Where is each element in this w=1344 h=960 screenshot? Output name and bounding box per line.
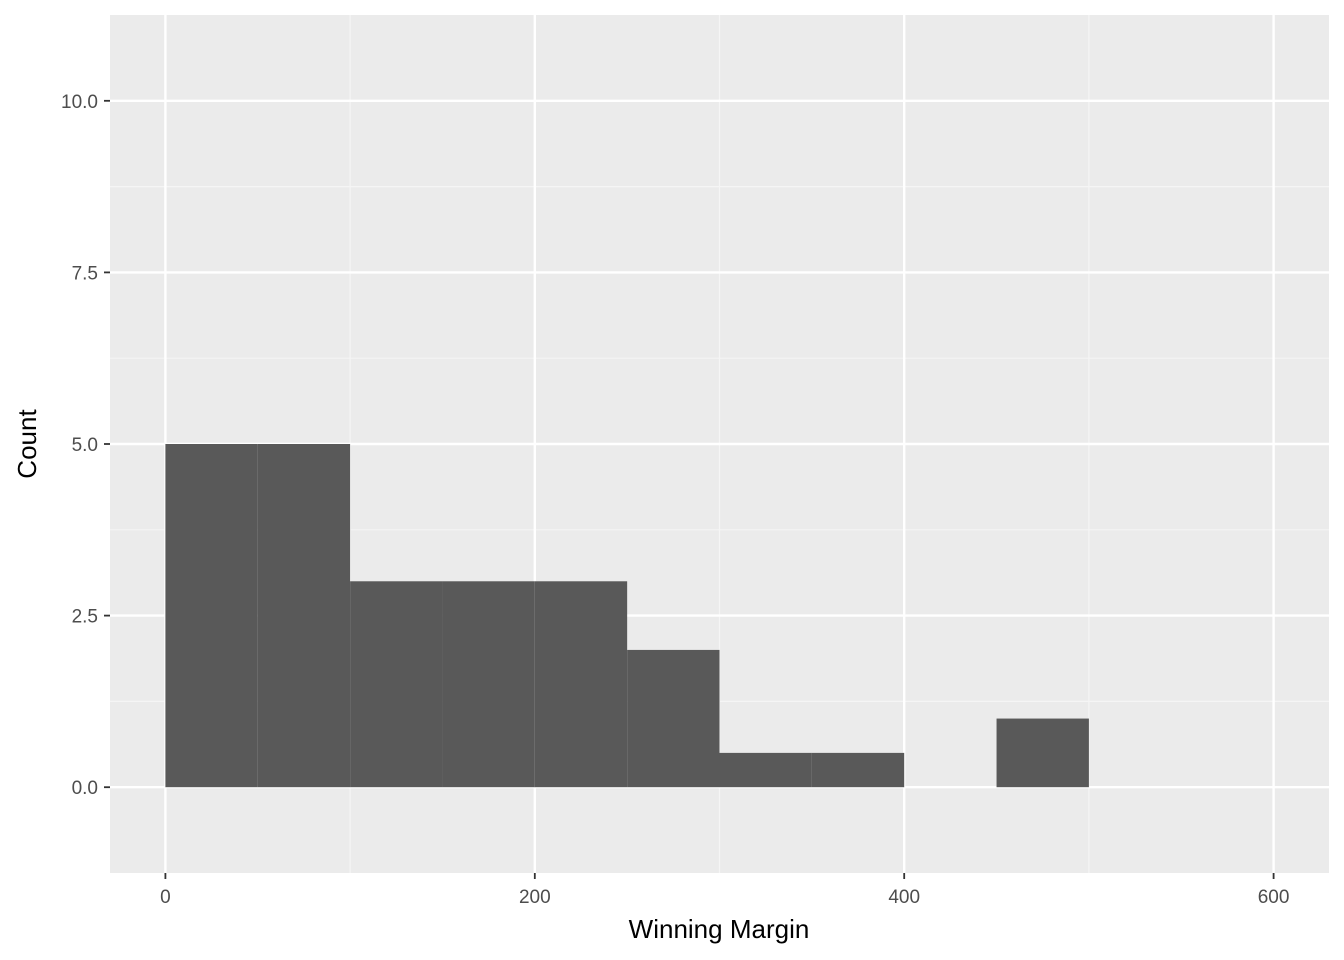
histogram-bar xyxy=(257,444,351,788)
x-tick-label: 600 xyxy=(1258,887,1290,908)
axis-ticks xyxy=(104,99,1275,879)
x-tick-label: 0 xyxy=(160,887,171,908)
histogram-bar xyxy=(442,581,535,788)
x-axis-tick-labels: 0 200 400 600 xyxy=(160,887,1289,908)
histogram-bars xyxy=(165,444,1089,788)
histogram-bar xyxy=(811,752,905,788)
histogram-bar xyxy=(627,649,720,788)
y-axis-tick-labels: 0.0 2.5 5.0 7.5 10.0 xyxy=(61,92,98,799)
x-axis-title: Winning Margin xyxy=(629,914,810,944)
y-axis-title: Count xyxy=(12,409,42,479)
x-tick-label: 400 xyxy=(888,887,920,908)
major-gridlines xyxy=(110,15,1329,873)
y-tick-label: 5.0 xyxy=(72,435,98,456)
histogram-bar xyxy=(350,581,443,788)
x-tick-label: 200 xyxy=(519,887,551,908)
y-tick-label: 7.5 xyxy=(72,263,98,284)
histogram-bar xyxy=(996,718,1089,788)
y-tick-label: 0.0 xyxy=(72,778,98,799)
histogram-bar xyxy=(165,444,258,788)
y-tick-label: 2.5 xyxy=(72,607,98,628)
histogram-bar xyxy=(719,752,812,788)
histogram-bar xyxy=(534,581,628,788)
y-tick-label: 10.0 xyxy=(61,92,98,113)
